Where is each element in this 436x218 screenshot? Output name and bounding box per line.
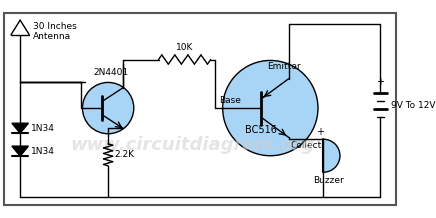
Text: BC516: BC516 — [245, 124, 277, 135]
Circle shape — [223, 60, 318, 156]
Text: 9V To 12V: 9V To 12V — [391, 101, 436, 110]
Text: +: + — [316, 127, 324, 137]
Text: Buzzer: Buzzer — [313, 176, 344, 185]
Polygon shape — [12, 146, 28, 156]
Text: 1N34: 1N34 — [31, 124, 55, 133]
Text: 2N4401: 2N4401 — [93, 68, 129, 77]
Text: 1N34: 1N34 — [31, 147, 55, 156]
Circle shape — [82, 82, 134, 134]
Polygon shape — [12, 123, 28, 133]
Text: +: + — [376, 77, 384, 87]
Text: Emitter: Emitter — [267, 62, 301, 72]
Text: Collector: Collector — [290, 141, 331, 150]
Text: 30 Inches
Antenna: 30 Inches Antenna — [33, 22, 77, 41]
Text: www.circuitdiagram.org: www.circuitdiagram.org — [70, 136, 314, 154]
Text: 10K: 10K — [176, 43, 193, 52]
Wedge shape — [324, 139, 340, 172]
Text: 2.2K: 2.2K — [115, 150, 135, 159]
Text: Base: Base — [219, 96, 241, 105]
